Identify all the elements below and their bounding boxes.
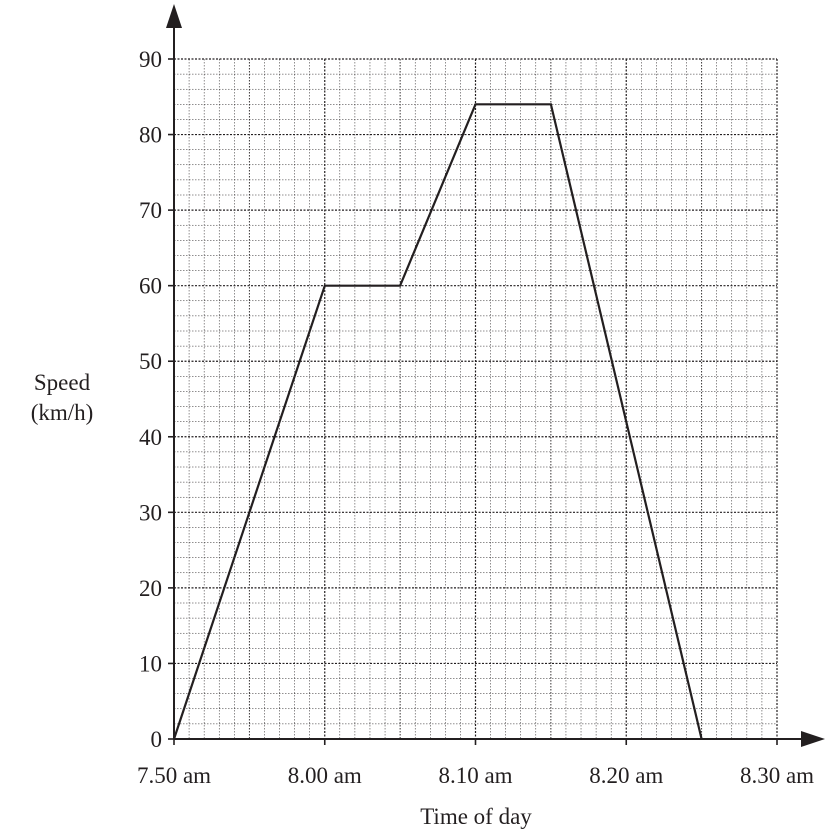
- y-tick-label: 20: [139, 576, 162, 601]
- series-group: [172, 103, 703, 740]
- y-tick-label: 60: [139, 274, 162, 299]
- speed-series-line: [172, 103, 703, 740]
- x-tick-labels: 7.50 am 8.00 am 8.10 am 8.20 am 8.30 am: [137, 763, 814, 788]
- y-tick-label: 80: [139, 123, 162, 148]
- y-tick-label: 0: [151, 727, 163, 752]
- minor-grid: [174, 59, 777, 739]
- x-axis-title: Time of day: [420, 804, 532, 829]
- x-axis-arrow: [801, 731, 825, 747]
- x-tick-label: 8.10 am: [438, 763, 512, 788]
- x-tick-label: 7.50 am: [137, 763, 211, 788]
- y-axis-title-line2: (km/h): [31, 400, 94, 425]
- major-grid: [174, 58, 778, 739]
- y-tick-label: 10: [139, 651, 162, 676]
- axes: [166, 4, 825, 747]
- x-tick-label: 8.30 am: [740, 763, 814, 788]
- y-axis-title-line1: Speed: [34, 370, 91, 395]
- x-tick-label: 8.00 am: [288, 763, 362, 788]
- y-axis-arrow: [166, 4, 182, 28]
- y-tick-label: 50: [139, 349, 162, 374]
- y-tick-labels: 0 10 20 30 40 50 60 70 80 90: [139, 47, 162, 752]
- y-tick-label: 90: [139, 47, 162, 72]
- y-tick-label: 70: [139, 198, 162, 223]
- y-tick-label: 30: [139, 500, 162, 525]
- x-tick-label: 8.20 am: [589, 763, 663, 788]
- y-tick-label: 40: [139, 425, 162, 450]
